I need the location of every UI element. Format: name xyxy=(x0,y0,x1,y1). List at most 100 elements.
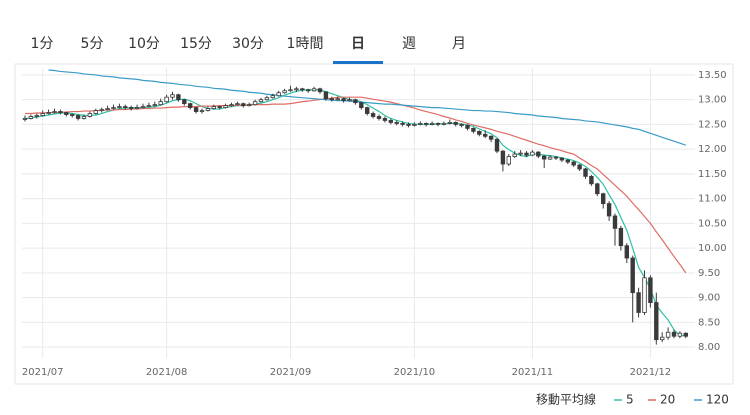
candle-body xyxy=(81,116,87,119)
candle-body xyxy=(359,102,364,108)
candle-body xyxy=(577,164,582,170)
candle-body xyxy=(223,105,228,108)
y-tick-label: 11.00 xyxy=(698,194,727,205)
candle-body xyxy=(22,118,28,120)
tab[interactable]: 日 xyxy=(351,36,365,52)
y-tick-label: 10.50 xyxy=(698,218,727,229)
candle-body xyxy=(571,161,576,166)
candle-body xyxy=(134,107,140,109)
tab[interactable]: 1分 xyxy=(31,36,54,52)
candle-body xyxy=(311,88,317,92)
candle-body xyxy=(459,124,464,126)
candle-body xyxy=(412,124,417,126)
candle-body xyxy=(46,112,51,114)
candle-body xyxy=(34,115,39,117)
grid: 8.00 8.50 9.00 9.50 10.00 10.50 11.00 11.50 12.0… xyxy=(22,68,727,378)
candle-body xyxy=(565,159,570,163)
candle-body xyxy=(447,122,452,124)
x-tick-label: 2021/12 xyxy=(630,367,672,378)
candle-body xyxy=(164,96,169,103)
candle-body xyxy=(665,331,671,338)
candle-body xyxy=(182,99,187,105)
candle-body xyxy=(589,175,594,185)
x-tick-label: 2021/09 xyxy=(270,367,312,378)
tab[interactable]: 30分 xyxy=(232,36,264,52)
y-tick-label: 8.50 xyxy=(698,317,720,328)
candle-body xyxy=(93,110,98,114)
candle-body xyxy=(482,133,488,137)
candle-body xyxy=(400,123,405,125)
candle-body xyxy=(394,122,399,124)
candle-body xyxy=(40,113,45,116)
candle-body xyxy=(353,99,358,104)
candle-body xyxy=(111,107,116,109)
candle-body xyxy=(64,112,69,115)
candle-body xyxy=(317,88,323,93)
candle-body xyxy=(418,123,423,125)
candle-body xyxy=(559,157,565,161)
tab[interactable]: 月 xyxy=(452,36,466,52)
x-tick-label: 2021/10 xyxy=(394,367,436,378)
moving-averages xyxy=(24,69,687,337)
candle-body xyxy=(99,109,104,111)
candle-body xyxy=(388,120,393,123)
candle-body xyxy=(471,127,476,132)
candle-body xyxy=(677,332,683,337)
y-tick-label: 9.50 xyxy=(698,268,720,279)
candle-body xyxy=(288,89,293,92)
candle-body xyxy=(630,257,635,294)
candle-body xyxy=(105,108,110,110)
candle-body xyxy=(211,106,216,109)
candles xyxy=(22,85,688,345)
candle-body xyxy=(252,101,258,106)
candle-body xyxy=(423,123,429,125)
candle-body xyxy=(488,135,494,140)
candle-body xyxy=(128,107,134,109)
candle-body xyxy=(347,99,352,102)
candle-body xyxy=(376,116,382,119)
candle-body xyxy=(370,113,376,117)
candle-body xyxy=(246,104,252,107)
candle-body xyxy=(123,106,128,108)
x-tick-label: 2021/07 xyxy=(22,367,64,378)
candle-body xyxy=(117,106,122,108)
candle-body xyxy=(453,122,458,125)
tab[interactable]: 週 xyxy=(402,36,416,52)
y-tick-label: 8.00 xyxy=(698,342,720,353)
candle-body xyxy=(193,107,199,112)
tab[interactable]: 1時間 xyxy=(287,36,324,52)
legend-label: 5 xyxy=(626,393,634,407)
candle-body xyxy=(660,336,665,341)
y-tick-label: 10.00 xyxy=(698,243,727,254)
candle-body xyxy=(70,114,75,116)
ma-line xyxy=(25,96,687,274)
candle-body xyxy=(187,103,193,108)
ma-line xyxy=(48,69,686,146)
candle-body xyxy=(512,153,517,157)
legend-label: 20 xyxy=(660,393,675,407)
candle-body xyxy=(270,95,275,99)
candle-body xyxy=(654,302,659,341)
tab-bar: 1分 5分 10分 15分 30分 1時間 日 週 月 xyxy=(31,36,466,64)
tab[interactable]: 15分 xyxy=(180,36,212,52)
candle-body xyxy=(429,123,435,125)
candle-body xyxy=(335,98,340,101)
tab[interactable]: 5分 xyxy=(81,36,104,52)
candle-body xyxy=(671,331,677,337)
candle-body xyxy=(199,110,205,112)
legend-title: 移動平均線 xyxy=(536,392,596,407)
candle-body xyxy=(612,215,618,229)
candle-body xyxy=(282,90,287,94)
candle-body xyxy=(542,155,547,160)
y-tick-label: 12.00 xyxy=(698,144,727,155)
tab[interactable]: 10分 xyxy=(128,36,160,52)
candle-body xyxy=(58,111,63,113)
active-tab-underline xyxy=(333,61,383,64)
candle-body xyxy=(435,123,441,125)
candle-body xyxy=(329,98,334,101)
candle-body xyxy=(477,130,482,135)
candle-body xyxy=(536,151,541,157)
candle-body xyxy=(506,156,511,165)
